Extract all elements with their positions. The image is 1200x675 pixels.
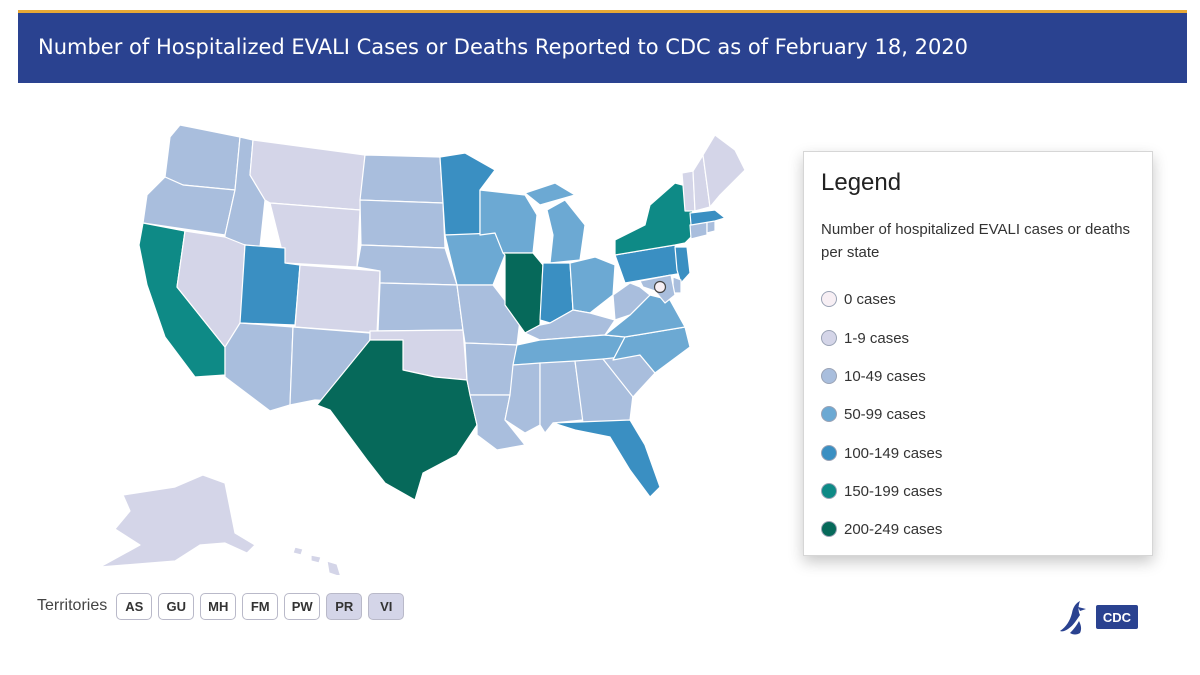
cdc-logo[interactable]: CDC (1056, 597, 1140, 637)
legend-item-label: 0 cases (844, 290, 896, 308)
state-nd[interactable] (359, 154, 444, 204)
state-co[interactable] (294, 264, 381, 334)
territories-label: Territories (37, 597, 108, 614)
state-ar[interactable] (464, 342, 518, 396)
state-wa[interactable] (164, 124, 241, 191)
state-az[interactable] (224, 322, 294, 412)
cdc-logo-text: CDC (1103, 610, 1132, 625)
legend-item: 10-49 cases (821, 366, 926, 386)
state-hi[interactable] (292, 546, 342, 575)
legend-swatch-0 (821, 291, 837, 307)
state-dc-marker[interactable] (653, 280, 667, 294)
legend-item: 50-99 cases (821, 404, 926, 424)
territory-button-vi[interactable]: VI (368, 592, 405, 620)
legend-item-label: 50-99 cases (844, 405, 926, 423)
legend-swatch-4 (821, 445, 837, 461)
legend-swatch-5 (821, 483, 837, 499)
legend-item: 0 cases (821, 289, 896, 309)
territories-bar: Territories AS GU MH FM PW PR VI (37, 592, 410, 620)
state-mt[interactable] (249, 139, 366, 211)
legend-item: 1-9 cases (821, 328, 909, 348)
legend-swatch-1 (821, 330, 837, 346)
hhs-eagle-icon (1060, 601, 1086, 635)
legend-item-label: 100-149 cases (844, 444, 943, 462)
legend-item-label: 150-199 cases (844, 482, 943, 500)
state-nj[interactable] (674, 246, 691, 284)
state-fl[interactable] (552, 419, 661, 498)
state-me[interactable] (702, 134, 746, 208)
state-ks[interactable] (377, 282, 464, 332)
state-tx[interactable] (316, 339, 478, 501)
us-map-svg (99, 124, 746, 575)
legend-item: 200-249 cases (821, 519, 942, 539)
state-ak[interactable] (99, 474, 256, 568)
state-ga[interactable] (574, 358, 634, 424)
state-ma[interactable] (689, 209, 726, 226)
territory-button-mh[interactable]: MH (200, 592, 237, 620)
legend-description: Number of hospitalized EVALI cases or de… (821, 221, 1131, 261)
state-wv[interactable] (612, 282, 651, 321)
territory-button-as[interactable]: AS (116, 592, 153, 620)
legend-swatch-6 (821, 521, 837, 537)
territory-button-pw[interactable]: PW (284, 592, 321, 620)
us-choropleth-map (85, 115, 755, 575)
page-header: Number of Hospitalized EVALI Cases or De… (18, 10, 1187, 83)
page-title: Number of Hospitalized EVALI Cases or De… (38, 35, 969, 59)
legend-item-label: 1-9 cases (844, 329, 910, 347)
legend-swatch-3 (821, 406, 837, 422)
state-sd[interactable] (359, 199, 446, 249)
legend-item: 100-149 cases (821, 443, 942, 463)
cdc-logo-box (1096, 605, 1138, 629)
legend-panel: Legend Number of hospitalized EVALI case… (803, 151, 1153, 556)
state-oh[interactable] (569, 256, 616, 314)
legend-item-label: 10-49 cases (844, 367, 926, 385)
territory-button-fm[interactable]: FM (242, 592, 279, 620)
legend-title: Legend (821, 169, 902, 196)
state-ny[interactable] (614, 182, 696, 256)
legend-item-label: 200-249 cases (844, 520, 943, 538)
legend-swatch-2 (821, 368, 837, 384)
logo-svg: CDC (1060, 601, 1138, 635)
territory-button-gu[interactable]: GU (158, 592, 195, 620)
territory-button-pr[interactable]: PR (326, 592, 363, 620)
legend-item: 150-199 cases (821, 481, 942, 501)
